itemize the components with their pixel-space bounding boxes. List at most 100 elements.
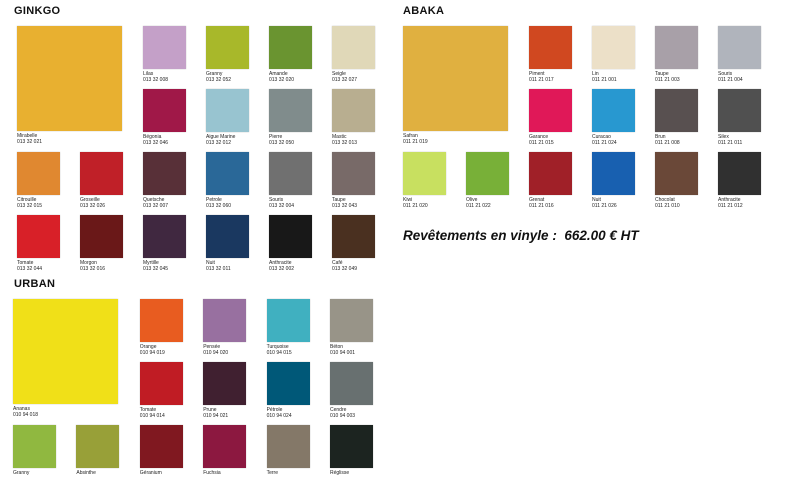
swatch-ginkgo[interactable]	[332, 215, 375, 258]
swatch-ginkgo[interactable]	[80, 215, 123, 258]
swatch-code: 013 32 043	[332, 203, 358, 209]
swatch-abaka[interactable]	[718, 152, 761, 195]
swatch-name: Petrole	[206, 197, 222, 203]
swatch-abaka[interactable]	[529, 89, 572, 132]
swatch-name: Béton	[330, 344, 344, 350]
swatch-code: 011 21 024	[592, 140, 617, 146]
swatch-urban[interactable]	[330, 425, 373, 468]
swatch-label: Tomate 010 94 014	[140, 407, 165, 419]
swatch-label: Garance 011 21 015	[529, 134, 554, 146]
swatch-abaka[interactable]	[718, 89, 761, 132]
swatch-label: Brun 011 21 008	[655, 134, 680, 146]
swatch-name: Safran	[403, 133, 418, 139]
swatch-label: Cendre 010 94 003	[330, 407, 355, 419]
swatch-label: Tomate 013 32 044	[17, 260, 42, 272]
swatch-name: Tomate	[17, 260, 34, 266]
swatch-label: Granny	[13, 470, 29, 476]
vinyl-price: Revêtements en vinyle : 662.00 € HT	[403, 228, 639, 243]
swatch-ginkgo[interactable]	[206, 26, 249, 69]
swatch-ginkgo[interactable]	[17, 152, 60, 195]
swatch-ginkgo[interactable]	[206, 215, 249, 258]
swatch-abaka[interactable]	[403, 152, 446, 195]
swatch-abaka[interactable]	[466, 152, 509, 195]
swatch-label: Lin 011 21 001	[592, 71, 617, 83]
swatch-name: Nuit	[592, 197, 601, 203]
swatch-ginkgo[interactable]	[332, 152, 375, 195]
swatch-urban[interactable]	[203, 299, 247, 342]
swatch-code: 011 21 022	[466, 203, 491, 209]
swatch-label: Terre	[267, 470, 278, 476]
swatch-label: Piment 011 21 017	[529, 71, 554, 83]
swatch-abaka[interactable]	[655, 152, 698, 195]
swatch-urban[interactable]	[330, 299, 373, 342]
swatch-urban[interactable]	[266, 362, 310, 405]
swatch-label: Anthracite 011 21 012	[718, 197, 743, 209]
swatch-ginkgo[interactable]	[143, 152, 186, 195]
swatch-code: 011 21 008	[655, 140, 680, 146]
swatch-abaka[interactable]	[655, 89, 698, 132]
swatch-abaka[interactable]	[403, 26, 508, 131]
swatch-urban[interactable]	[139, 362, 183, 405]
swatch-abaka[interactable]	[529, 152, 572, 195]
swatch-urban[interactable]	[266, 425, 310, 468]
swatch-urban[interactable]	[139, 299, 183, 342]
swatch-ginkgo[interactable]	[206, 89, 249, 132]
swatch-urban[interactable]	[203, 362, 247, 405]
swatch-name: Curacao	[592, 134, 611, 140]
swatch-ginkgo[interactable]	[269, 26, 312, 69]
swatch-name: Café	[332, 260, 343, 266]
swatch-ginkgo[interactable]	[269, 89, 312, 132]
swatch-code: 013 32 016	[80, 266, 106, 272]
swatch-code: 013 32 027	[332, 77, 358, 83]
swatch-name: Mirabelle	[17, 133, 38, 139]
swatch-abaka[interactable]	[592, 26, 635, 69]
swatch-name: Prune	[203, 407, 217, 413]
swatch-name: Seigle	[332, 71, 346, 77]
swatch-urban[interactable]	[76, 425, 120, 468]
swatch-abaka[interactable]	[592, 152, 635, 195]
swatch-name: Orange	[139, 344, 157, 350]
swatch-label: Citrouille 013 32 015	[17, 197, 42, 209]
swatch-label: Anthracite 013 32 002	[269, 260, 294, 272]
swatch-name: Taupe	[332, 197, 346, 203]
swatch-label: Pétrole 010 94 024	[267, 407, 292, 419]
swatch-urban[interactable]	[266, 299, 310, 342]
swatch-code: 010 94 003	[330, 413, 356, 419]
swatch-name: Lin	[592, 71, 599, 77]
swatch-abaka[interactable]	[718, 26, 761, 69]
swatch-urban[interactable]	[203, 425, 247, 468]
swatch-code: 013 32 021	[17, 139, 43, 145]
swatch-ginkgo[interactable]	[143, 26, 186, 69]
swatch-ginkgo[interactable]	[269, 215, 312, 258]
swatch-urban[interactable]	[13, 299, 118, 404]
swatch-label: Orange 010 94 019	[140, 344, 165, 356]
swatch-ginkgo[interactable]	[269, 152, 312, 195]
swatch-label: Absinthe	[76, 470, 95, 476]
swatch-urban[interactable]	[139, 425, 183, 468]
swatch-name: Souris	[718, 71, 733, 77]
swatch-name: Brun	[655, 134, 666, 140]
swatch-label: Amande 013 32 020	[269, 71, 294, 83]
swatch-ginkgo[interactable]	[143, 215, 186, 258]
swatch-label: Myrtille 013 32 045	[143, 260, 168, 272]
swatch-abaka[interactable]	[655, 26, 698, 69]
swatch-label: Silex 011 21 011	[718, 134, 742, 146]
swatch-name: Pensée	[203, 344, 221, 350]
swatch-abaka[interactable]	[529, 26, 572, 69]
swatch-abaka[interactable]	[592, 89, 635, 132]
swatch-urban[interactable]	[13, 425, 56, 468]
swatch-ginkgo[interactable]	[17, 26, 122, 131]
swatch-code: 010 94 001	[330, 350, 356, 356]
swatch-ginkgo[interactable]	[17, 215, 60, 258]
swatch-name: Mastic	[332, 134, 347, 140]
swatch-name: Taupe	[655, 71, 669, 77]
swatch-ginkgo[interactable]	[80, 152, 123, 195]
swatch-label: Granny 013 32 052	[206, 71, 231, 83]
swatch-urban[interactable]	[330, 362, 373, 405]
swatch-ginkgo[interactable]	[332, 26, 375, 69]
swatch-code: 010 94 014	[139, 413, 165, 419]
swatch-ginkgo[interactable]	[206, 152, 249, 195]
swatch-name: Anthracite	[718, 197, 741, 203]
swatch-ginkgo[interactable]	[332, 89, 375, 132]
swatch-ginkgo[interactable]	[143, 89, 186, 132]
